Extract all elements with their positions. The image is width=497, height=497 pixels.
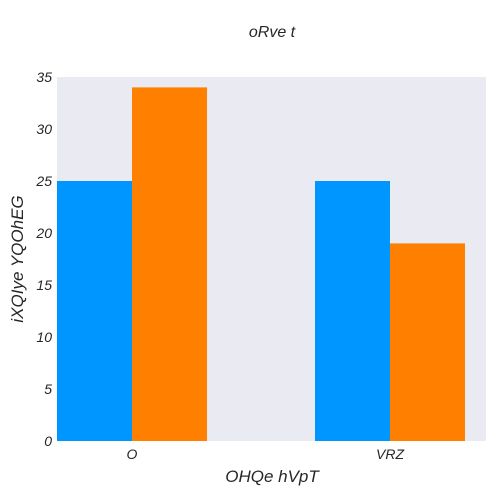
y-tick-label: 10 bbox=[36, 329, 52, 345]
y-tick-label: 5 bbox=[44, 381, 52, 397]
chart-title: oRve t bbox=[249, 24, 296, 41]
bar-series-2-o bbox=[132, 87, 207, 442]
x-axis: O VRZ bbox=[127, 446, 405, 462]
y-tick-label: 25 bbox=[35, 173, 52, 189]
bar-series-1-o bbox=[57, 181, 132, 441]
y-axis-label: iXQIye YQOhEG bbox=[8, 195, 27, 322]
x-tick-label: VRZ bbox=[376, 446, 404, 462]
y-tick-label: 0 bbox=[44, 433, 52, 449]
y-tick-label: 15 bbox=[36, 277, 52, 293]
y-tick-label: 30 bbox=[36, 121, 52, 137]
bar-series-2-vrz bbox=[390, 243, 465, 441]
bars-group bbox=[57, 87, 465, 442]
y-tick-label: 35 bbox=[36, 69, 52, 85]
y-tick-label: 20 bbox=[35, 225, 52, 241]
bar-series-1-vrz bbox=[315, 181, 390, 441]
y-axis: 0 5 10 15 20 25 30 35 bbox=[35, 69, 52, 449]
x-axis-label: OHQe hVpT bbox=[225, 467, 320, 486]
x-tick-label: O bbox=[127, 446, 138, 462]
